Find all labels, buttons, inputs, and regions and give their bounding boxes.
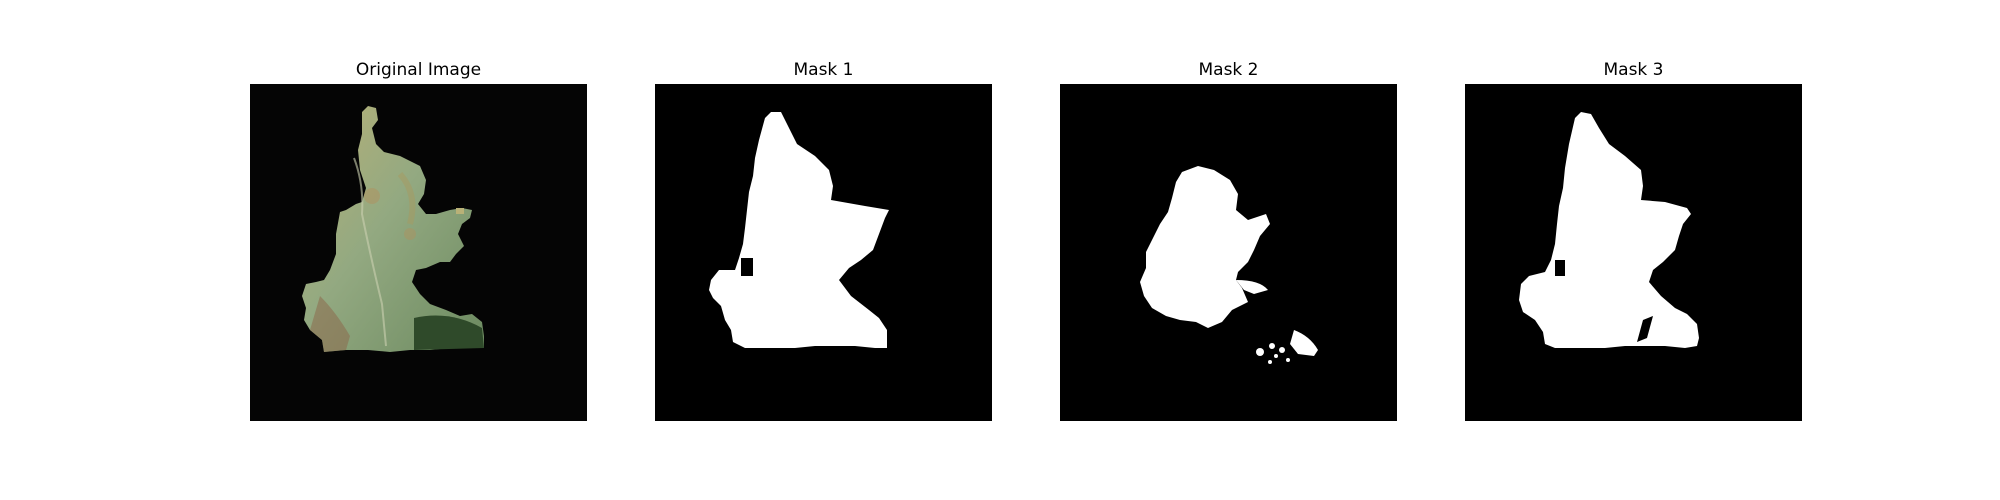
panel-title: Mask 2 <box>1198 60 1259 80</box>
panel-title: Mask 1 <box>793 60 854 80</box>
leaf-photo <box>250 84 587 421</box>
panel-mask-1: Mask 1 <box>655 58 992 421</box>
mask-3-image <box>1465 84 1802 421</box>
mask-1-image <box>655 84 992 421</box>
panel-mask-3: Mask 3 <box>1465 58 1802 421</box>
mask-2-image <box>1060 84 1397 421</box>
mask-1-frame <box>655 84 992 421</box>
original-image-frame <box>250 84 587 421</box>
panel-title: Original Image <box>355 60 482 80</box>
panel-mask-2: Mask 2 <box>1060 58 1397 421</box>
mask-3-frame <box>1465 84 1802 421</box>
panel-title: Mask 3 <box>1603 60 1664 80</box>
mask-2-frame <box>1060 84 1397 421</box>
panel-original-image: Original Image <box>250 58 587 421</box>
